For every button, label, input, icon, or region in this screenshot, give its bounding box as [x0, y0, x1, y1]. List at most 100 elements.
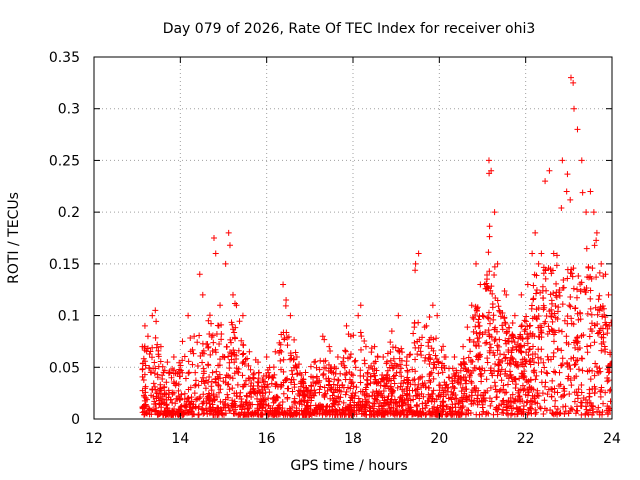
- data-point: [384, 401, 391, 408]
- data-point: [189, 405, 196, 412]
- data-point: [319, 333, 326, 340]
- data-point: [325, 377, 332, 384]
- data-point: [153, 344, 160, 351]
- data-point: [506, 368, 513, 375]
- data-point: [162, 411, 169, 418]
- data-point: [591, 372, 598, 379]
- data-point: [350, 383, 357, 390]
- data-point: [348, 407, 355, 414]
- data-point: [571, 398, 578, 405]
- data-point: [228, 350, 235, 357]
- data-point: [468, 369, 475, 376]
- data-point: [197, 353, 204, 360]
- data-point: [339, 381, 346, 388]
- data-point: [244, 355, 251, 362]
- data-point: [591, 242, 598, 249]
- data-point: [216, 341, 223, 348]
- data-point: [174, 370, 181, 377]
- data-point: [417, 411, 424, 418]
- data-point: [384, 367, 391, 374]
- data-point: [484, 359, 491, 366]
- data-point: [179, 357, 186, 364]
- data-point: [524, 379, 531, 386]
- data-point: [550, 250, 557, 257]
- data-point: [185, 358, 192, 365]
- data-point: [370, 360, 377, 367]
- data-point: [598, 384, 605, 391]
- data-point: [317, 383, 324, 390]
- data-point: [145, 405, 152, 412]
- data-point: [339, 406, 346, 413]
- data-point: [455, 409, 462, 416]
- data-point: [606, 323, 612, 329]
- data-point: [152, 401, 159, 408]
- data-point: [474, 395, 481, 402]
- data-point: [529, 331, 536, 338]
- data-point: [241, 360, 248, 367]
- data-point: [172, 382, 179, 389]
- data-point: [194, 362, 201, 369]
- data-point: [358, 333, 365, 340]
- data-point: [607, 398, 612, 405]
- data-point: [215, 381, 222, 388]
- data-point: [538, 346, 545, 353]
- data-point: [605, 410, 612, 417]
- data-point: [313, 375, 320, 382]
- data-point: [530, 282, 537, 289]
- data-point: [243, 399, 250, 406]
- data-point: [556, 286, 563, 293]
- data-point: [445, 384, 452, 391]
- data-point: [514, 411, 521, 418]
- chart-title: Day 079 of 2026, Rate Of TEC Index for r…: [163, 21, 536, 37]
- data-point: [573, 407, 580, 414]
- data-point: [509, 332, 516, 339]
- data-point: [291, 381, 298, 388]
- data-point: [231, 300, 238, 307]
- data-point: [352, 357, 359, 364]
- data-point: [584, 343, 591, 350]
- data-point: [280, 410, 287, 417]
- data-point: [208, 378, 215, 385]
- data-point: [278, 382, 285, 389]
- data-point: [350, 332, 357, 339]
- data-point: [200, 347, 207, 354]
- data-point: [247, 383, 254, 390]
- data-point: [389, 365, 396, 372]
- data-point: [296, 361, 303, 368]
- data-point: [508, 347, 515, 354]
- data-point: [543, 313, 550, 320]
- data-point: [602, 346, 609, 353]
- data-point: [185, 409, 192, 416]
- data-point: [232, 335, 239, 342]
- data-point: [411, 339, 418, 346]
- data-point: [419, 373, 426, 380]
- data-point: [391, 396, 398, 403]
- data-point: [272, 348, 279, 355]
- data-point: [347, 397, 354, 404]
- data-point: [213, 368, 220, 375]
- data-point: [553, 252, 560, 259]
- data-point: [506, 360, 513, 367]
- data-point: [570, 354, 577, 361]
- data-point: [313, 411, 320, 418]
- data-point: [397, 383, 404, 390]
- data-point: [544, 391, 551, 398]
- data-point: [525, 352, 532, 359]
- data-point: [512, 385, 519, 392]
- data-point: [421, 324, 428, 331]
- data-point: [333, 407, 340, 414]
- data-point: [387, 349, 394, 356]
- data-point: [236, 318, 243, 325]
- data-point: [236, 403, 243, 410]
- data-point: [345, 331, 352, 338]
- data-point: [304, 399, 311, 406]
- data-point: [356, 398, 363, 405]
- data-point: [597, 368, 604, 375]
- data-point: [579, 189, 586, 196]
- data-point: [540, 295, 547, 302]
- y-tick-label: 0: [71, 412, 80, 428]
- data-point: [429, 409, 436, 416]
- data-point: [494, 260, 501, 267]
- data-point: [476, 313, 483, 320]
- data-point: [599, 408, 606, 415]
